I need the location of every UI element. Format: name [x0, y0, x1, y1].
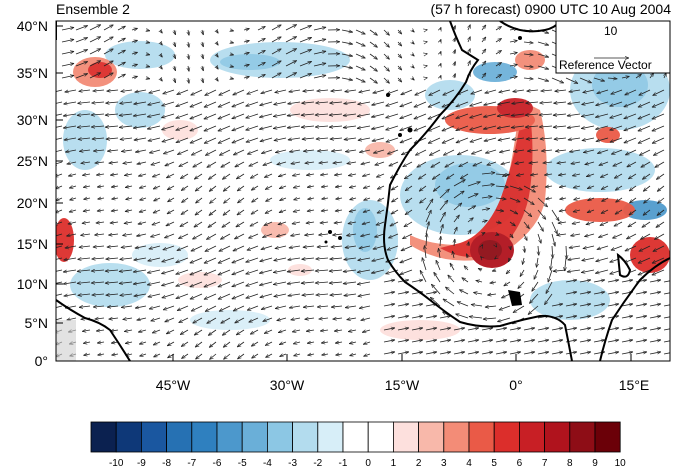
colorbar-tick-label: 1	[390, 458, 397, 469]
reference-vector-label: Reference Vector	[559, 58, 652, 72]
missing-data-left	[56, 320, 76, 361]
lon-label-0: 0°	[509, 377, 523, 393]
lon-label-45w: 45°W	[155, 377, 191, 393]
colorbar-swatch	[569, 421, 596, 453]
lat-label-40n: 40°N	[16, 18, 48, 34]
colorbar-swatch	[191, 421, 218, 453]
colorbar-swatch	[115, 421, 142, 453]
lon-ticks	[172, 354, 632, 361]
colorbar-swatch	[241, 421, 268, 453]
colorbar-swatch	[90, 421, 117, 453]
lat-label-10n: 10°N	[16, 276, 48, 292]
lon-label-30w: 30°W	[269, 377, 305, 393]
colorbar-swatch	[544, 421, 571, 453]
colorbar-swatch	[443, 421, 470, 453]
plot-title-right: (57 h forecast) 0900 UTC 10 Aug 2004	[430, 1, 671, 17]
reference-vector-value: 10	[604, 24, 618, 38]
lat-label-25n: 25°N	[16, 153, 48, 169]
colorbar-tick-label: -3	[288, 458, 298, 469]
plot-frame	[55, 20, 671, 362]
colorbar-tick-label: -9	[136, 458, 146, 469]
reference-vector-legend	[555, 20, 671, 74]
colorbar-swatch	[140, 421, 167, 453]
colorbar	[90, 421, 621, 453]
colorbar-swatch	[418, 421, 445, 453]
lon-label-15w: 15°W	[384, 377, 420, 393]
wind-vector-field	[56, 25, 670, 360]
colorbar-tick-label: 9	[592, 458, 598, 469]
colorbar-swatch	[519, 421, 546, 453]
colorbar-tick-label: -4	[262, 458, 272, 469]
lat-label-35n: 35°N	[16, 65, 48, 81]
plot-title-left: Ensemble 2	[56, 1, 130, 17]
colorbar-swatch	[342, 421, 369, 453]
colorbar-tick-label: 5	[491, 458, 497, 469]
colorbar-tick-label: -7	[187, 458, 197, 469]
lon-label-15e: 15°E	[618, 377, 650, 393]
colorbar-tick-label: 0	[365, 458, 371, 469]
lat-label-20n: 20°N	[16, 195, 48, 211]
lat-label-0: 0°	[34, 353, 48, 369]
colorbar-tick-label: 2	[415, 458, 422, 469]
islands	[324, 36, 522, 306]
colorbar-swatch	[292, 421, 319, 453]
colorbar-swatch	[266, 421, 293, 453]
positive-anomaly-shading	[56, 50, 670, 340]
colorbar-swatch	[493, 421, 520, 453]
colorbar-tick-label: 8	[567, 458, 573, 469]
colorbar-tick-label: -2	[313, 458, 323, 469]
lat-label-15n: 15°N	[16, 236, 48, 252]
colorbar-tick-label: 6	[516, 458, 523, 469]
colorbar-tick-label: -6	[212, 458, 222, 469]
colorbar-tick-label: 7	[541, 458, 548, 469]
colorbar-tick-label: 4	[466, 458, 472, 469]
colorbar-swatch	[594, 421, 621, 453]
colorbar-tick-label: 10	[614, 458, 626, 469]
colorbar-swatch	[317, 421, 344, 453]
colorbar-tick-label: -10	[108, 458, 124, 469]
colorbar-tick-label: 3	[441, 458, 447, 469]
colorbar-tick-label: -8	[162, 458, 172, 469]
lat-ticks	[56, 25, 63, 362]
map-area	[56, 21, 670, 361]
colorbar-swatch	[468, 421, 495, 453]
colorbar-swatch	[367, 421, 394, 453]
colorbar-swatch	[216, 421, 243, 453]
lat-label-5n: 5°N	[24, 315, 49, 331]
lat-label-30n: 30°N	[16, 112, 48, 128]
colorbar-tick-label: -1	[338, 458, 348, 469]
colorbar-swatch	[392, 421, 419, 453]
colorbar-swatch	[166, 421, 193, 453]
colorbar-tick-label: -5	[237, 458, 247, 469]
